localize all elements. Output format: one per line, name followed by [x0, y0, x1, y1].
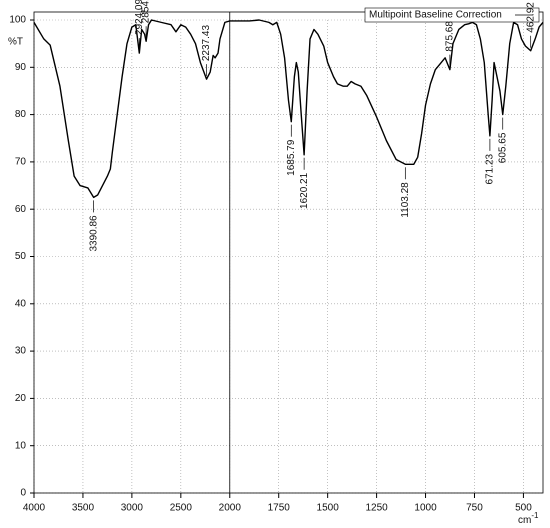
peak-label: 462.92	[525, 2, 536, 33]
peak-label: 3390.86	[88, 215, 99, 252]
y-axis-label: %T	[8, 37, 23, 48]
y-tick-label: 30	[15, 346, 27, 357]
x-tick-label: 750	[466, 503, 483, 514]
legend-box	[364, 7, 540, 23]
y-tick-label: 0	[20, 488, 26, 499]
peak-label: 1103.28	[400, 182, 411, 218]
x-tick-label: 2500	[170, 503, 193, 514]
legend-label: Multipoint Baseline Correction	[369, 10, 502, 21]
peak-label: 875.68	[445, 21, 456, 52]
peak-label: 605.65	[497, 132, 508, 163]
peak-label: 2237.43	[201, 25, 212, 62]
peak-label: 1685.79	[286, 139, 297, 176]
y-tick-label: 50	[15, 251, 27, 262]
x-tick-label: 4000	[23, 503, 46, 514]
x-axis-label-sup: -1	[531, 511, 539, 520]
x-tick-label: 3500	[72, 503, 95, 514]
x-tick-label: 1500	[317, 503, 340, 514]
peak-label: 2924.09	[134, 0, 145, 35]
peak-label: 2854.65	[141, 0, 152, 23]
plot-frame	[33, 11, 544, 494]
x-tick-label: 1250	[365, 503, 388, 514]
y-tick-label: 100	[9, 15, 26, 26]
x-tick-label: 500	[515, 503, 532, 514]
y-tick-label: 70	[15, 157, 27, 168]
y-tick-label: 20	[15, 393, 27, 404]
peak-label: 671.23	[485, 153, 496, 184]
spectrum-line	[33, 19, 544, 199]
peak-label: 1620.21	[299, 172, 310, 209]
x-tick-label: 1000	[414, 503, 437, 514]
x-tick-label: 2000	[219, 503, 242, 514]
x-tick-label: 1750	[268, 503, 291, 514]
y-tick-label: 10	[15, 440, 27, 451]
y-tick-label: 40	[15, 298, 27, 309]
y-tick-label: 60	[15, 204, 27, 215]
x-axis-label: cm-1	[518, 511, 539, 526]
y-tick-label: 80	[15, 109, 27, 120]
x-axis-label-base: cm	[518, 515, 531, 526]
x-tick-label: 3000	[121, 503, 144, 514]
y-tick-label: 90	[15, 62, 27, 73]
